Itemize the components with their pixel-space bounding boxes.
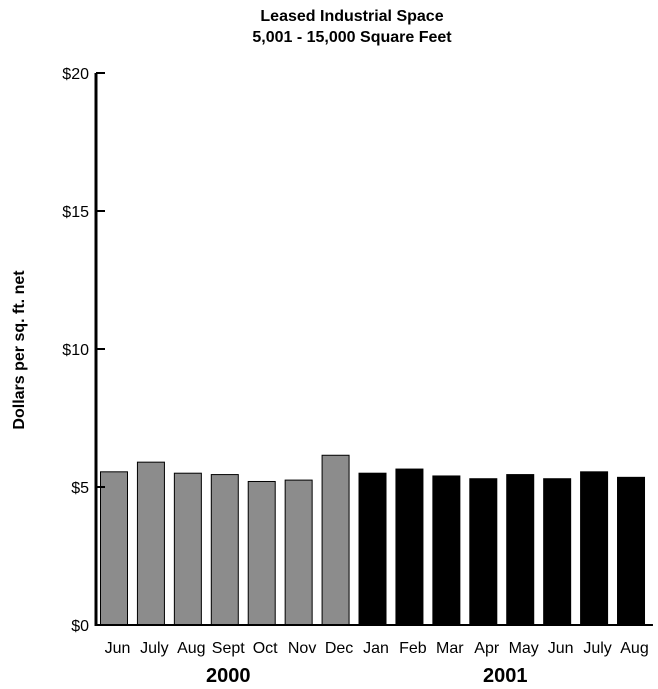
x-tick-label-dec-6: Dec	[325, 640, 353, 657]
y-tick-label-5: $5	[71, 480, 89, 497]
bar-sept-3	[210, 474, 239, 626]
bar-aug-14	[617, 476, 646, 626]
year-label-2001: 2001	[483, 665, 528, 687]
chart-title: Leased Industrial Space 5,001 - 15,000 S…	[252, 8, 452, 46]
x-tick-label-july-13: July	[583, 640, 611, 657]
bar-jan-7	[358, 472, 387, 626]
y-tick-label-10: $10	[62, 342, 89, 359]
x-tick-label-jan-7: Jan	[363, 640, 389, 657]
bar-july-13	[580, 471, 609, 626]
chart-title-line-2: 5,001 - 15,000 Square Feet	[252, 29, 452, 46]
year-label-2000: 2000	[206, 665, 251, 687]
bar-jun-12	[543, 478, 572, 626]
bar-july-1	[136, 461, 165, 626]
bar-jun-0	[100, 471, 128, 626]
x-tick-label-sept-3: Sept	[212, 640, 245, 657]
bar-apr-10	[469, 478, 498, 626]
chart-title-line-1: Leased Industrial Space	[260, 8, 443, 25]
bar-nov-5	[284, 479, 313, 626]
y-tick-label-20: $20	[62, 66, 89, 83]
x-tick-label-oct-4: Oct	[253, 640, 278, 657]
x-tick-label-july-1: July	[140, 640, 168, 657]
x-tick-label-jun-12: Jun	[548, 640, 574, 657]
x-tick-label-aug-14: Aug	[620, 640, 648, 657]
x-tick-label-apr-10: Apr	[474, 640, 500, 657]
x-tick-label-may-11: May	[509, 640, 539, 657]
x-tick-label-mar-9: Mar	[436, 640, 464, 657]
y-axis-label: Dollars per sq. ft. net	[11, 270, 28, 430]
y-tick-label-0: $0	[71, 618, 89, 635]
plot-area: $0 $5 $10 $15 $20 Jun July Aug Sept Oct Nov Dec Jan F…	[62, 66, 653, 687]
bar-feb-8	[395, 468, 424, 626]
y-tick-label-15: $15	[62, 204, 89, 221]
bar-dec-6	[321, 454, 350, 626]
x-tick-label-nov-5: Nov	[288, 640, 316, 657]
bar-oct-4	[247, 480, 276, 626]
bar-mar-9	[432, 475, 461, 626]
x-tick-label-feb-8: Feb	[399, 640, 427, 657]
x-tick-label-aug-2: Aug	[177, 640, 205, 657]
bar-may-11	[506, 474, 535, 626]
x-tick-label-jun-0: Jun	[105, 640, 131, 657]
bar-aug-2	[173, 472, 202, 626]
